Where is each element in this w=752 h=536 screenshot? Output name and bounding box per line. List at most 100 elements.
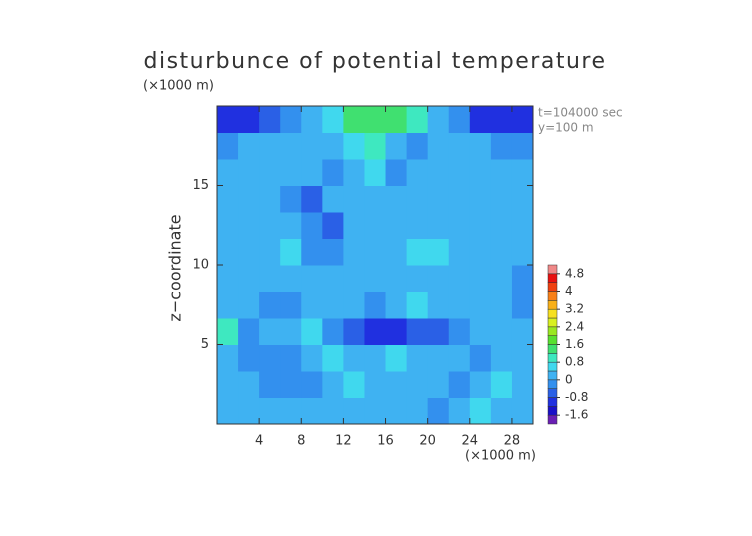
heat-cell bbox=[217, 106, 239, 133]
heat-cell bbox=[280, 212, 302, 239]
heat-cell bbox=[280, 318, 302, 345]
heat-cell bbox=[385, 159, 408, 186]
heat-cell bbox=[259, 132, 281, 160]
colorbar-box bbox=[547, 308, 558, 319]
heat-cell bbox=[490, 238, 513, 266]
heat-cell bbox=[280, 238, 302, 266]
heat-cell bbox=[490, 397, 513, 425]
heat-cell bbox=[259, 291, 281, 319]
heat-cell bbox=[364, 291, 387, 319]
heat-cell bbox=[490, 265, 513, 292]
heat-cell bbox=[343, 132, 365, 160]
heat-cell bbox=[511, 371, 534, 398]
heat-cell bbox=[469, 318, 492, 345]
heat-cell bbox=[238, 212, 260, 239]
colorbar-box bbox=[547, 353, 558, 363]
heat-cell bbox=[322, 212, 344, 239]
heat-cell bbox=[469, 132, 492, 160]
heat-cell bbox=[280, 106, 302, 133]
heat-cell bbox=[343, 159, 365, 186]
heat-cell bbox=[406, 371, 429, 398]
heat-cell bbox=[322, 106, 344, 133]
heat-cell bbox=[301, 397, 323, 425]
heat-cell bbox=[259, 344, 281, 372]
annotation: t=104000 sec bbox=[538, 106, 623, 120]
heat-cell bbox=[280, 291, 302, 319]
heat-cell bbox=[448, 371, 471, 398]
colorbar-box bbox=[547, 397, 558, 407]
heat-cell bbox=[364, 106, 387, 133]
heat-cell bbox=[217, 132, 239, 160]
heat-cell bbox=[217, 397, 239, 425]
colorbar-box bbox=[547, 344, 558, 354]
heat-cell bbox=[511, 238, 534, 266]
heat-cell bbox=[217, 159, 239, 186]
heat-cell bbox=[427, 397, 450, 425]
y-axis-label: z−coordinate bbox=[166, 214, 185, 321]
colorbar-box bbox=[547, 282, 558, 292]
heat-cell bbox=[301, 291, 323, 319]
heat-cell bbox=[448, 318, 471, 345]
heat-cell bbox=[301, 212, 323, 239]
heat-cell bbox=[511, 344, 534, 372]
heat-cell bbox=[301, 238, 323, 266]
heat-cell bbox=[322, 397, 344, 425]
x-tick-label: 16 bbox=[377, 434, 394, 449]
heat-cell bbox=[364, 212, 387, 239]
y-unit: (×1000 m) bbox=[143, 79, 214, 94]
heat-cell bbox=[511, 397, 534, 425]
heat-cell bbox=[301, 265, 323, 292]
colorbar-tick-label: 3.2 bbox=[565, 302, 584, 316]
heat-cell bbox=[406, 185, 429, 213]
heat-cell bbox=[322, 265, 344, 292]
heat-cell bbox=[469, 238, 492, 266]
colorbar-box bbox=[547, 300, 558, 310]
heat-cell bbox=[511, 159, 534, 186]
x-tick-label: 24 bbox=[462, 434, 479, 449]
heat-cell bbox=[406, 238, 429, 266]
heat-cell bbox=[343, 212, 365, 239]
heat-cell bbox=[511, 132, 534, 160]
heat-cell bbox=[385, 265, 408, 292]
x-tick-label: 12 bbox=[335, 434, 352, 449]
heat-cell bbox=[343, 371, 365, 398]
heat-cell bbox=[469, 291, 492, 319]
heat-cell bbox=[238, 265, 260, 292]
heat-cell bbox=[238, 132, 260, 160]
heat-cell bbox=[238, 371, 260, 398]
heat-cell bbox=[469, 185, 492, 213]
heat-cell bbox=[364, 265, 387, 292]
heat-cell bbox=[406, 212, 429, 239]
heat-cell bbox=[385, 185, 408, 213]
colorbar-box bbox=[547, 406, 558, 416]
heat-cell bbox=[280, 159, 302, 186]
heat-cell bbox=[280, 185, 302, 213]
heat-cell bbox=[343, 344, 365, 372]
heat-cell bbox=[427, 212, 450, 239]
heat-cell bbox=[217, 291, 239, 319]
heat-cell bbox=[301, 344, 323, 372]
heat-cell bbox=[427, 132, 450, 160]
heat-cell bbox=[301, 318, 323, 345]
colorbar-box bbox=[547, 326, 558, 336]
colorbar-box bbox=[547, 264, 558, 275]
heat-cell bbox=[238, 318, 260, 345]
heat-cell bbox=[280, 344, 302, 372]
heat-cell bbox=[301, 132, 323, 160]
heat-cell bbox=[343, 185, 365, 213]
colorbar-tick-label: 1.6 bbox=[565, 337, 584, 351]
heat-cell bbox=[427, 238, 450, 266]
heat-cell bbox=[469, 212, 492, 239]
heat-cell bbox=[322, 132, 344, 160]
heat-cell bbox=[490, 291, 513, 319]
heat-cell bbox=[217, 318, 239, 345]
colorbar-tick-label: 2.4 bbox=[565, 319, 584, 333]
heat-cell bbox=[280, 397, 302, 425]
heat-cell bbox=[259, 265, 281, 292]
colorbar-tick-label: 4.8 bbox=[565, 266, 584, 280]
x-tick-label: 8 bbox=[297, 434, 305, 449]
heat-cell bbox=[406, 318, 429, 345]
heat-cell bbox=[427, 265, 450, 292]
heat-cell bbox=[385, 344, 408, 372]
